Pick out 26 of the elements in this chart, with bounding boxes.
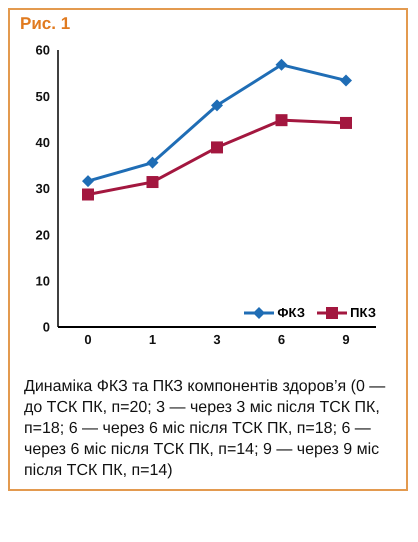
point <box>276 114 288 126</box>
point <box>82 175 94 188</box>
x-tick-label: 3 <box>213 332 221 348</box>
point <box>340 74 352 86</box>
y-tick-label: 50 <box>36 88 50 104</box>
y-tick-label: 10 <box>36 273 50 288</box>
x-tick-label: 9 <box>342 332 350 348</box>
point <box>82 188 94 200</box>
text: Динаміка ФКЗ та ПКЗ компонентів здоров’я (0 — до ТСК ПК, п=20; 3 — через 3 міс після ТСК ПК, п=18; 6 — через 6 міс після ТСК ПК, п=18; 6 — через 6 міс після ТСК ПК, п=14; 9 — через 9 міс після ТСК ПК, п=14) <box>23 377 386 481</box>
y-tick-label: 60 <box>36 42 50 58</box>
x-tick-label: 0 <box>84 332 92 348</box>
legend-label: ПКЗ <box>349 305 376 320</box>
point <box>276 58 288 71</box>
y-tick-label: 20 <box>36 227 50 242</box>
y-tick-label: 0 <box>42 320 50 335</box>
chart-title: Рис. 1 <box>19 14 72 34</box>
point <box>340 116 352 129</box>
y-tick-label: 30 <box>36 181 50 196</box>
legend-label: ФКЗ <box>276 305 306 320</box>
x-tick-label: 6 <box>278 332 286 348</box>
point <box>211 99 223 112</box>
x-tick-label: 1 <box>148 332 156 348</box>
y-tick-label: 40 <box>36 134 50 150</box>
point <box>146 176 158 188</box>
point <box>146 156 158 169</box>
point <box>211 141 223 154</box>
